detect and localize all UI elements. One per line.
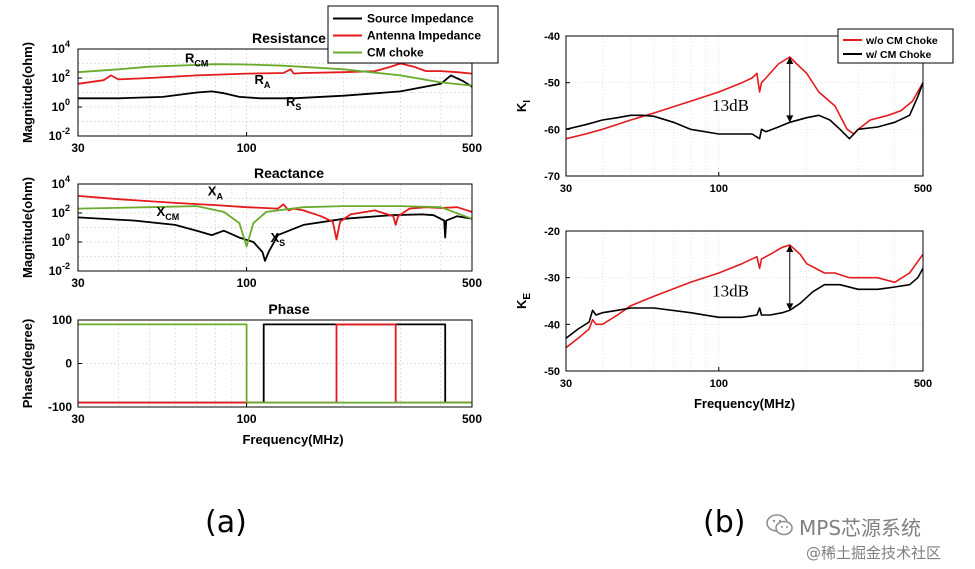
y-axis-label: KE [514, 293, 533, 309]
curve-label: RS [286, 94, 301, 112]
x-tick-label: 100 [237, 276, 257, 290]
arrow-head-up [786, 57, 794, 64]
y-tick-label: -60 [544, 124, 560, 136]
x-tick-label: 30 [71, 412, 85, 426]
series-source-impedance [78, 74, 472, 100]
wechat-icon [766, 514, 793, 536]
x-tick-label: 500 [462, 276, 482, 290]
chart-ke: 30 100 500 -50 -40 -30 -20 KE Frequency(MHz) 13dB [514, 226, 932, 411]
x-tick-label: 100 [237, 412, 257, 426]
series-w-cm-choke [566, 267, 923, 339]
curve-label: RCM [185, 50, 208, 68]
y-axis-label: Magnitude(ohm) [20, 177, 35, 278]
x-tick-label: 100 [710, 183, 728, 195]
x-tick-label: 30 [560, 378, 572, 390]
y-tick-label: 102 [52, 68, 70, 85]
series-w-o-cm-choke [566, 56, 923, 140]
series-w-cm-choke [566, 82, 923, 140]
y-tick-label: -20 [544, 226, 560, 238]
curve-label: RA [255, 72, 271, 90]
series-source-impedance [78, 213, 472, 262]
caption-b: (b) [703, 505, 746, 540]
y-tick-label: -50 [544, 78, 560, 90]
arrow-head-down [786, 115, 794, 123]
legend: w/o CM Choke w/ CM Choke [837, 28, 954, 64]
y-tick-label: -50 [544, 366, 560, 378]
y-tick-label: 0 [65, 357, 72, 371]
x-tick-label: 500 [914, 183, 932, 195]
x-tick-label: 500 [914, 378, 932, 390]
annotation-13db: 13dB [712, 282, 749, 301]
y-axis-label: Phase(degree) [20, 319, 35, 409]
series-antenna-impedance [78, 62, 472, 85]
series-cm-choke [78, 205, 472, 248]
watermark-name: MPS芯源系统 [799, 516, 922, 540]
chart-phase: 30 100 500 -100 0 100 Phase Phase(degree) Freque… [20, 301, 482, 447]
legend: Source Impedance Antenna Impedance CM chok… [327, 5, 499, 64]
y-tick-label: -40 [544, 31, 560, 43]
plot-frame [77, 183, 473, 272]
x-axis-label: Frequency(MHz) [694, 396, 795, 411]
plot-frame [77, 48, 473, 137]
y-tick-label: -70 [544, 171, 560, 183]
arrow-head-up [786, 245, 794, 252]
legend-label: Antenna Impedance [367, 29, 481, 43]
arrow-head-down [786, 303, 794, 311]
chart-reactance: 30 100 500 10-2 100 102 104 Reactance Magnitude(… [20, 165, 482, 290]
curve-label: XS [271, 230, 286, 248]
x-tick-label: 500 [462, 412, 482, 426]
y-tick-label: 10-2 [49, 126, 70, 143]
y-tick-label: 100 [52, 232, 70, 249]
y-tick-label: 100 [52, 97, 70, 114]
y-tick-label: 10-2 [49, 261, 70, 278]
x-tick-label: 100 [237, 141, 257, 155]
plot-frame [565, 35, 924, 177]
y-tick-label: 100 [52, 313, 72, 327]
series-w-o-cm-choke [566, 244, 923, 349]
x-tick-label: 100 [710, 378, 728, 390]
y-tick-label: -40 [544, 319, 560, 331]
legend-label: Source Impedance [367, 12, 474, 26]
chart-title: Reactance [254, 165, 324, 181]
chart-resistance: 30 100 500 10-2 100 102 104 Resistance Magnitude… [20, 5, 499, 155]
y-tick-label: -100 [48, 400, 72, 414]
x-tick-label: 30 [560, 183, 572, 195]
series-antenna-impedance [78, 195, 472, 241]
y-tick-label: 102 [52, 203, 70, 220]
curve-label: XA [208, 184, 224, 202]
y-tick-label: 104 [52, 174, 70, 191]
x-axis-label: Frequency(MHz) [242, 432, 343, 447]
y-axis-label: KI [514, 100, 533, 112]
series-cm-choke [78, 63, 472, 87]
plot-frame [565, 230, 924, 372]
chart-title: Resistance [252, 30, 326, 46]
x-tick-label: 30 [71, 141, 85, 155]
series-cm-choke [78, 323, 472, 404]
y-tick-label: 104 [52, 39, 70, 56]
legend-label: w/ CM Choke [865, 49, 931, 61]
annotation-13db: 13dB [712, 96, 749, 115]
legend-label: CM choke [367, 46, 424, 60]
caption-a: (a) [205, 505, 247, 540]
chart-title: Phase [268, 301, 309, 317]
y-axis-label: Magnitude(ohm) [20, 42, 35, 143]
legend-box [837, 28, 954, 64]
legend-label: w/o CM Choke [865, 35, 938, 47]
y-tick-label: -30 [544, 273, 560, 285]
curve-label: XCM [157, 204, 180, 222]
x-tick-label: 500 [462, 141, 482, 155]
x-tick-label: 30 [71, 276, 85, 290]
watermark-sub: @稀土掘金技术社区 [806, 544, 942, 562]
